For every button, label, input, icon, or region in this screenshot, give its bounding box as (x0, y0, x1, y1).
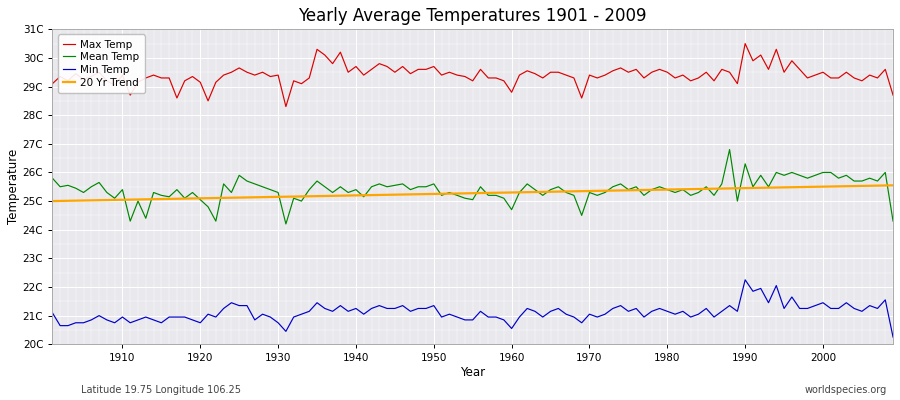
Mean Temp (887, 219, 898, 224)
X-axis label: Year: Year (460, 366, 485, 379)
Max Temp (335, 50, 346, 54)
Min Temp (109, 320, 120, 325)
Min Temp (47, 310, 58, 315)
Mean Temp (608, 184, 618, 189)
20 Yr Trend (328, 194, 338, 198)
Min Temp (740, 278, 751, 282)
Mean Temp (724, 147, 735, 152)
Max Temp (514, 73, 525, 78)
Mean Temp (514, 190, 525, 195)
Max Temp (109, 83, 120, 88)
Mean Temp (281, 222, 292, 226)
Min Temp (281, 329, 292, 334)
Max Temp (608, 68, 618, 73)
Min Temp (887, 335, 898, 340)
Mean Temp (335, 184, 346, 189)
20 Yr Trend (109, 198, 120, 202)
Text: Latitude 19.75 Longitude 106.25: Latitude 19.75 Longitude 106.25 (81, 385, 241, 395)
Mean Temp (506, 207, 517, 212)
20 Yr Trend (499, 190, 509, 195)
Min Temp (328, 309, 338, 314)
Line: Mean Temp: Mean Temp (52, 150, 893, 224)
20 Yr Trend (506, 190, 517, 195)
Line: 20 Yr Trend: 20 Yr Trend (52, 185, 893, 201)
20 Yr Trend (887, 183, 898, 188)
Max Temp (887, 93, 898, 98)
20 Yr Trend (281, 194, 292, 199)
Mean Temp (288, 196, 299, 201)
Max Temp (288, 78, 299, 83)
Line: Min Temp: Min Temp (52, 280, 893, 337)
Mean Temp (109, 196, 120, 201)
Mean Temp (47, 176, 58, 180)
Title: Yearly Average Temperatures 1901 - 2009: Yearly Average Temperatures 1901 - 2009 (299, 7, 647, 25)
20 Yr Trend (599, 188, 610, 193)
Line: Max Temp: Max Temp (52, 44, 893, 106)
Y-axis label: Temperature: Temperature (7, 149, 20, 224)
Max Temp (740, 41, 751, 46)
Text: worldspecies.org: worldspecies.org (805, 385, 886, 395)
Max Temp (281, 104, 292, 109)
20 Yr Trend (47, 199, 58, 204)
Min Temp (499, 318, 509, 322)
Min Temp (599, 312, 610, 316)
Legend: Max Temp, Mean Temp, Min Temp, 20 Yr Trend: Max Temp, Mean Temp, Min Temp, 20 Yr Tre… (58, 34, 145, 93)
Min Temp (506, 326, 517, 331)
Max Temp (506, 90, 517, 95)
Max Temp (47, 81, 58, 86)
